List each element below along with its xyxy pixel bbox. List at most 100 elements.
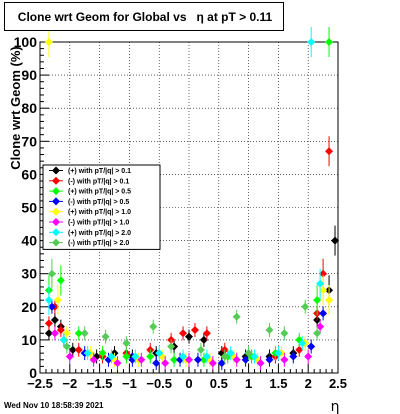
legend-marker <box>52 187 60 196</box>
y-tick-label: 40 <box>21 233 37 249</box>
legend-label: (-) with pT/|q| > 2.0 <box>68 240 129 247</box>
data-point <box>80 329 89 338</box>
data-point <box>226 349 235 358</box>
x-tick-label: 0.5 <box>210 376 228 391</box>
data-point <box>113 359 122 368</box>
data-point <box>185 355 193 364</box>
chart-title: Clone wrt Geom for Global vs η at pT > 0… <box>17 10 273 24</box>
data-point <box>325 147 334 156</box>
data-point <box>256 359 265 368</box>
data-point <box>316 279 325 288</box>
data-point <box>304 352 313 361</box>
y-tick-label: 30 <box>21 266 37 282</box>
data-point <box>301 302 310 311</box>
data-point <box>220 352 229 361</box>
data-point <box>274 349 283 358</box>
data-point <box>44 296 53 305</box>
datestamp: Wed Nov 10 18:58:39 2021 <box>4 401 104 410</box>
legend-box <box>42 164 161 250</box>
x-tick-label: 2 <box>305 376 312 391</box>
y-tick-label: 20 <box>21 299 37 315</box>
data-point <box>331 236 340 245</box>
data-point <box>83 349 92 358</box>
data-point <box>47 269 56 278</box>
legend-marker <box>52 207 60 216</box>
data-point <box>44 38 53 46</box>
x-tick-label: 1.5 <box>269 376 287 391</box>
x-tick-label: −2 <box>62 376 77 391</box>
data-point <box>101 332 110 341</box>
legend-label: (+) with pT/|q| > 1.0 <box>68 209 131 216</box>
data-point <box>161 359 170 368</box>
y-tick-label: 90 <box>21 67 37 83</box>
data-point <box>122 352 131 361</box>
y-tick-label: 100 <box>14 34 38 50</box>
data-point <box>107 352 116 361</box>
legend: (+) with pT/|q| > 0.1 (-) with pT/|q| > 0… <box>42 164 161 250</box>
data-point <box>62 329 71 338</box>
data-point <box>325 296 334 305</box>
y-axis-label: Clone wrt Geom (%) <box>8 46 23 170</box>
data-point <box>53 296 62 305</box>
data-point <box>280 355 289 364</box>
x-tick-label: −0.5 <box>146 376 172 391</box>
data-point <box>89 355 98 364</box>
data-point <box>62 342 71 351</box>
data-point <box>56 276 65 285</box>
data-point <box>313 296 322 305</box>
data-point <box>298 339 307 348</box>
legend-marker <box>52 176 60 185</box>
data-point <box>137 355 146 364</box>
data-point <box>316 322 325 331</box>
y-tick-label: 70 <box>21 133 37 149</box>
legend-label: (+) with pT/|q| > 2.0 <box>68 230 131 237</box>
axes: −2.5 −2 −1.5 −1 −0.5 0 0.5 1 1.5 2 2.5 0 10 20 30 40 50 6… <box>14 34 347 391</box>
data-point <box>50 329 59 338</box>
y-tick-label: 50 <box>21 200 37 216</box>
data-point <box>289 352 298 361</box>
data-point <box>307 38 316 46</box>
data-point <box>199 335 208 344</box>
data-point <box>155 349 164 358</box>
title-box: Clone wrt Geom for Global vs η at pT > 0… <box>4 2 284 31</box>
data-point <box>193 355 202 364</box>
data-point <box>202 329 211 338</box>
data-point <box>170 355 179 364</box>
y-tick-label: 0 <box>29 365 37 381</box>
data-point <box>179 329 188 338</box>
data-point <box>179 352 188 361</box>
legend-label: (+) with pT/|q| > 0.1 <box>68 168 131 175</box>
legend-marker <box>52 238 60 247</box>
data-point <box>232 312 241 321</box>
x-tick-label: 1 <box>245 376 252 391</box>
data-marks <box>44 27 340 371</box>
data-point <box>68 345 77 354</box>
data-point <box>56 325 65 334</box>
data-point <box>74 329 83 338</box>
legend-label: (+) with pT/|q| > 0.5 <box>68 189 131 196</box>
data-point <box>44 319 53 328</box>
data-point <box>250 352 259 361</box>
data-point <box>98 349 107 358</box>
x-tick-label: 0 <box>185 376 192 391</box>
x-tick-label: −1.5 <box>87 376 113 391</box>
data-point <box>307 342 316 351</box>
y-tick-label: 10 <box>21 332 37 348</box>
x-tick-label: −1 <box>122 376 137 391</box>
legend-label: (-) with pT/|q| > 0.5 <box>68 199 129 206</box>
data-point <box>232 355 241 364</box>
data-point <box>185 332 193 341</box>
data-point <box>280 329 289 338</box>
data-point <box>59 335 68 344</box>
data-point <box>50 316 59 325</box>
data-point <box>265 325 274 334</box>
data-point <box>295 345 304 354</box>
data-point <box>190 325 199 334</box>
data-point <box>122 339 131 348</box>
y-tick-label: 60 <box>21 166 37 182</box>
legend-marker <box>52 197 60 206</box>
data-point <box>196 345 205 354</box>
y-tick-label: 80 <box>21 100 37 116</box>
data-point <box>319 309 328 318</box>
